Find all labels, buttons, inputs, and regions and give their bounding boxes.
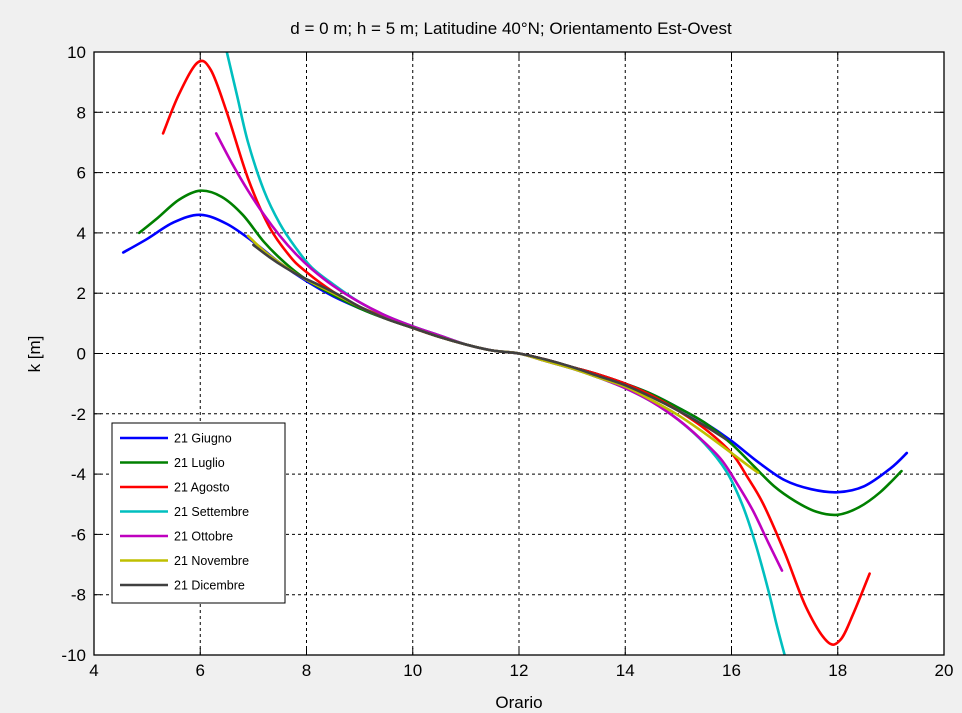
y-tick-label: -4 xyxy=(71,465,86,484)
x-tick-label: 12 xyxy=(510,661,529,680)
legend-label: 21 Dicembre xyxy=(174,579,245,593)
x-tick-labels: 4 6 8 10 12 14 16 18 20 xyxy=(89,661,953,680)
series-lines xyxy=(121,52,909,655)
y-tick-labels: -10 -8 -6 -4 -2 0 2 4 6 8 10 xyxy=(61,43,86,665)
y-tick-label: -2 xyxy=(71,405,86,424)
legend: 21 Giugno 21 Luglio 21 Agosto 21 Settembre 2… xyxy=(111,422,286,604)
legend-box xyxy=(111,422,286,604)
x-tick-label: 10 xyxy=(403,661,422,680)
x-tick-label: 4 xyxy=(89,661,98,680)
legend-label: 21 Settembre xyxy=(174,505,249,519)
legend-label: 21 Ottobre xyxy=(174,530,233,544)
x-axis-label: Orario xyxy=(495,693,542,712)
y-tick-label: 0 xyxy=(77,345,86,364)
y-tick-label: 2 xyxy=(77,284,86,303)
y-tick-label: 10 xyxy=(67,43,86,62)
x-tick-label: 18 xyxy=(828,661,847,680)
y-tick-label: 8 xyxy=(77,103,86,122)
x-tick-label: 20 xyxy=(935,661,954,680)
y-tick-label: -8 xyxy=(71,586,86,605)
x-tick-label: 6 xyxy=(196,661,205,680)
legend-label: 21 Novembre xyxy=(174,554,249,568)
y-axis-label: k [m] xyxy=(25,336,44,373)
legend-label: 21 Agosto xyxy=(174,481,230,495)
x-tick-label: 8 xyxy=(302,661,311,680)
y-tick-label: 4 xyxy=(77,224,86,243)
tick-marks xyxy=(93,51,945,656)
series-line-7 xyxy=(252,243,728,441)
legend-label: 21 Luglio xyxy=(174,456,225,470)
chart-title: d = 0 m; h = 5 m; Latitudine 40°N; Orien… xyxy=(290,19,732,38)
y-tick-label: 6 xyxy=(77,164,86,183)
x-tick-label: 16 xyxy=(722,661,741,680)
y-tick-label: -6 xyxy=(71,525,86,544)
legend-label: 21 Giugno xyxy=(174,432,232,446)
x-tick-label: 14 xyxy=(616,661,635,680)
y-tick-label: -10 xyxy=(61,646,86,665)
